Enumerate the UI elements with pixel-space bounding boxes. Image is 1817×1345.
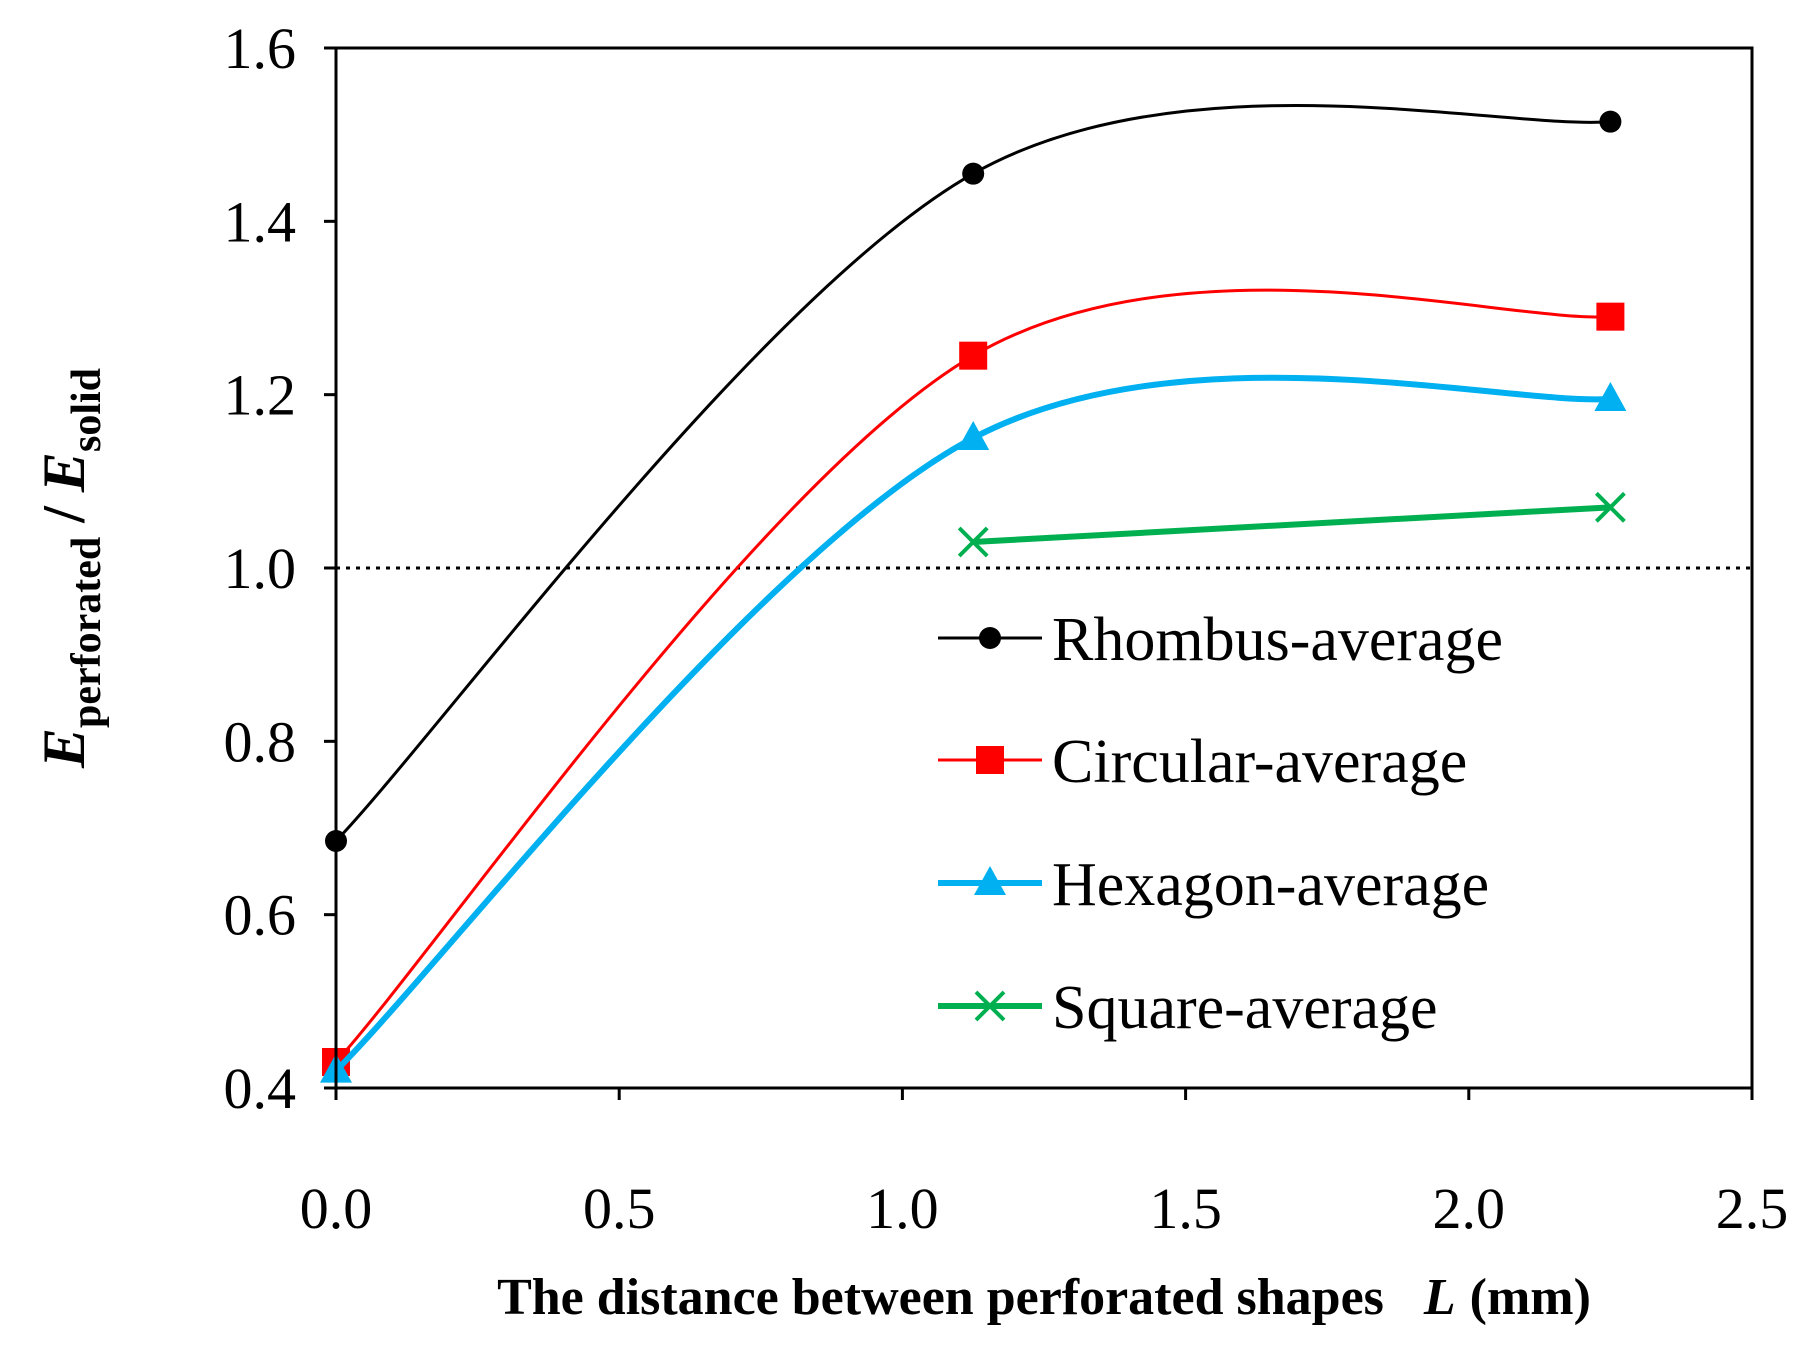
data-point-circular-average: [959, 341, 988, 370]
x-tick-label: 2.5: [1716, 1176, 1789, 1241]
x-axis-label: The distance between perforated shapes L(…: [497, 1269, 1591, 1326]
y-tick-label: 0.6: [224, 883, 297, 948]
legend-item-square-average: Square-average: [938, 974, 1438, 1042]
legend-item-rhombus-average: Rhombus-average: [938, 606, 1503, 674]
y-axis-label: Eperforated/Esolid: [31, 368, 110, 769]
legend-item-hexagon-average: Hexagon-average: [938, 851, 1489, 919]
data-point-hexagon-average: [1594, 382, 1627, 411]
legend-label: Rhombus-average: [1052, 606, 1503, 674]
data-point-square-average: [1594, 491, 1626, 523]
legend-marker: [976, 746, 1004, 774]
tick-layer: 0.0 0.5 1.0 1.5 2.0 2.5 0.4 0.6 0.8 1.0 1.2 1.4 1.6: [224, 16, 1789, 1241]
data-point-square-average: [957, 526, 989, 558]
y-tick-label: 1.4: [224, 189, 297, 254]
x-tick-label: 1.0: [866, 1176, 939, 1241]
legend-item-circular-average: Circular-average: [938, 728, 1467, 796]
y-tick-label: 0.4: [224, 1056, 297, 1121]
series-square-average: [957, 491, 1626, 558]
series-line-circular-average: [334, 288, 1611, 1064]
legend-marker: [974, 866, 1006, 895]
data-point-rhombus-average: [962, 162, 985, 185]
x-tick-label: 0.5: [583, 1176, 656, 1241]
data-point-rhombus-average: [1599, 110, 1622, 133]
y-tick-label: 1.2: [224, 363, 297, 428]
y-tick-label: 1.0: [224, 536, 297, 601]
legend-label: Square-average: [1052, 974, 1438, 1042]
data-point-hexagon-average: [957, 421, 990, 450]
y-tick-label: 1.6: [224, 16, 297, 81]
series-layer: [320, 103, 1627, 1083]
x-tick-label: 0.0: [300, 1176, 373, 1241]
legend-label: Circular-average: [1052, 728, 1467, 796]
x-tick-label: 2.0: [1433, 1176, 1506, 1241]
series-line-rhombus-average: [334, 103, 1611, 843]
series-line-hexagon-average: [333, 374, 1611, 1073]
series-line-square-average: [973, 504, 1611, 545]
legend: Rhombus-average Circular-average Hexagon-a…: [938, 606, 1503, 1042]
legend-marker: [979, 627, 1001, 649]
data-point-circular-average: [1596, 302, 1625, 331]
legend-marker: [974, 990, 1006, 1022]
y-tick-label: 0.8: [224, 709, 297, 774]
x-tick-label: 1.5: [1149, 1176, 1222, 1241]
legend-label: Hexagon-average: [1052, 851, 1489, 919]
